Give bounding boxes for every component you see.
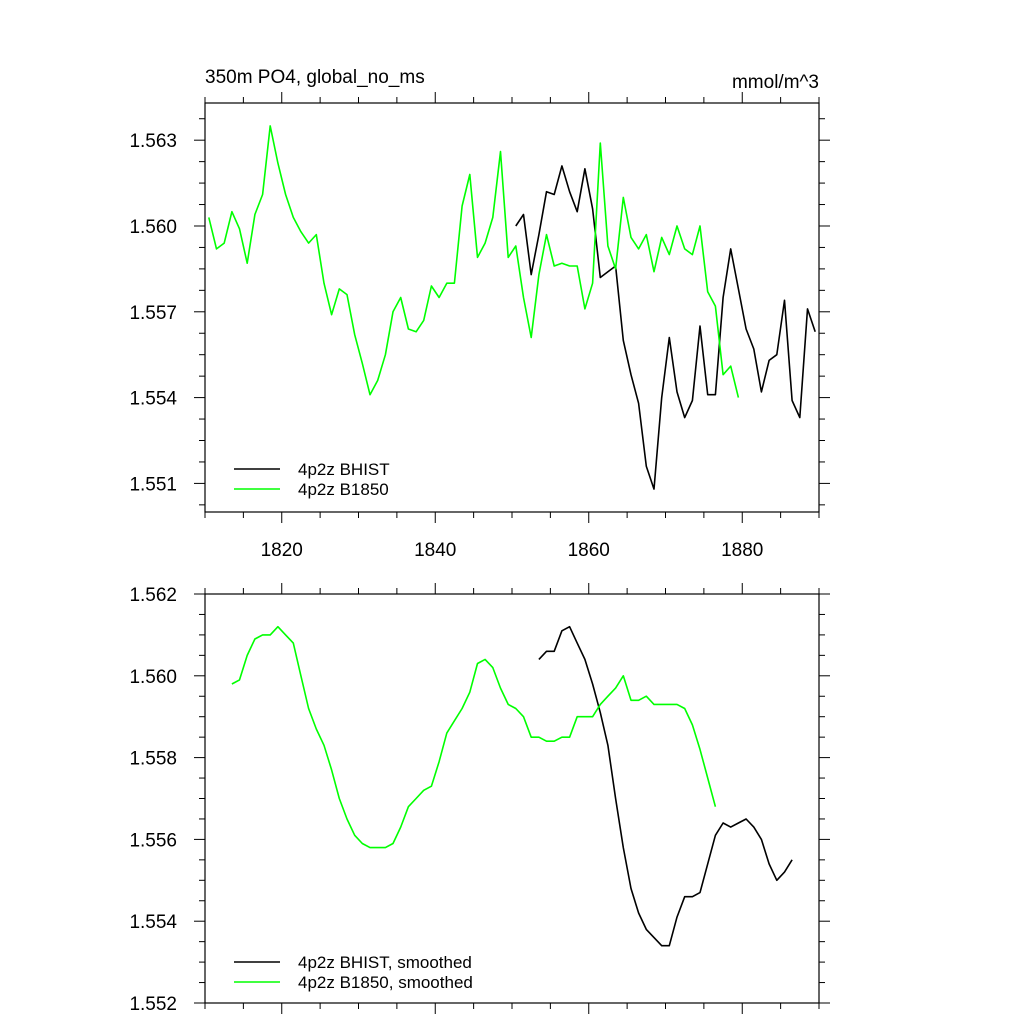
series-group [231, 625, 793, 947]
ticks [194, 583, 830, 1014]
units-label: mmol/m^3 [732, 72, 819, 93]
y-tick-label: 1.560 [129, 217, 177, 238]
x-tick-label: 1820 [261, 540, 303, 561]
y-tick-label: 1.562 [129, 585, 177, 606]
top-panel: 350m PO4, global_no_ms mmol/m^3 1820 184… [129, 67, 830, 561]
series-line-bhist-smoothed [538, 625, 793, 947]
y-tick-label: 1.554 [129, 389, 177, 410]
legend-label-b1850-smoothed: 4p2z B1850, smoothed [298, 973, 473, 992]
y-tick-label: 1.551 [129, 474, 177, 495]
series-line-b1850-smoothed [231, 625, 717, 849]
series-line-b1850 [208, 125, 740, 398]
plot-frame [204, 593, 820, 1004]
legend-label-b1850: 4p2z B1850 [298, 480, 389, 499]
y-tick-label: 1.554 [129, 912, 177, 933]
y-tick-label: 1.557 [129, 303, 177, 324]
y-tick-label: 1.563 [129, 131, 177, 152]
x-tick-label: 1880 [721, 540, 763, 561]
legend: 4p2z BHIST 4p2z B1850 [234, 460, 390, 499]
series-line-bhist [515, 165, 816, 490]
legend-label-bhist: 4p2z BHIST [298, 460, 390, 479]
legend: 4p2z BHIST, smoothed 4p2z B1850, smoothe… [234, 953, 473, 992]
y-tick-label: 1.552 [129, 994, 177, 1015]
ticks [194, 92, 830, 523]
legend-label-bhist-smoothed: 4p2z BHIST, smoothed [298, 953, 472, 972]
plot-frame [204, 102, 820, 513]
chart-title: 350m PO4, global_no_ms [205, 67, 425, 88]
x-tick-label: 1860 [568, 540, 610, 561]
y-tick-label: 1.558 [129, 749, 177, 770]
x-tick-label: 1840 [414, 540, 456, 561]
bottom-panel: 1.552 1.554 1.556 1.558 1.560 1.562 4p2z… [129, 583, 830, 1015]
y-tick-label: 1.556 [129, 830, 177, 851]
tick-labels: 1.552 1.554 1.556 1.558 1.560 1.562 [129, 585, 177, 1015]
tick-labels: 1820 1840 1860 1880 1.551 1.554 1.557 1.… [129, 131, 763, 561]
y-tick-label: 1.560 [129, 667, 177, 688]
series-group [208, 125, 816, 490]
